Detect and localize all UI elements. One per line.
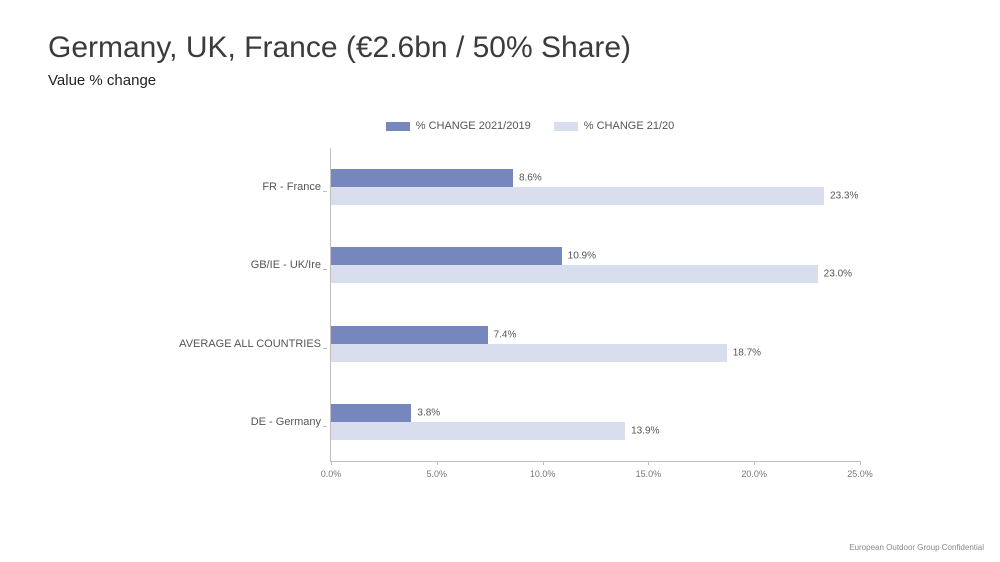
y-tick (323, 422, 327, 427)
x-tick (543, 461, 544, 465)
bar: 18.7% (331, 344, 727, 362)
legend-item: % CHANGE 21/20 (554, 120, 674, 132)
page-title: Germany, UK, France (€2.6bn / 50% Share) (48, 30, 952, 66)
legend-label: % CHANGE 2021/2019 (416, 120, 531, 132)
bar-value-label: 8.6% (519, 173, 542, 184)
legend-item: % CHANGE 2021/2019 (386, 120, 531, 132)
legend-label: % CHANGE 21/20 (584, 120, 674, 132)
y-tick (323, 265, 327, 270)
bar-value-label: 7.4% (494, 329, 517, 340)
bar: 10.9% (331, 247, 562, 265)
x-tick-label: 0.0% (321, 469, 342, 479)
x-tick (648, 461, 649, 465)
category-label: DE - Germany (141, 416, 321, 428)
y-tick (323, 187, 327, 192)
bar: 3.8% (331, 404, 411, 422)
page-subtitle: Value % change (48, 72, 952, 89)
y-tick (323, 344, 327, 349)
bar-value-label: 23.0% (824, 269, 852, 280)
x-tick (754, 461, 755, 465)
x-tick-label: 5.0% (427, 469, 448, 479)
bar: 13.9% (331, 422, 625, 440)
x-tick-label: 25.0% (847, 469, 873, 479)
bar-value-label: 23.3% (830, 191, 858, 202)
bar-value-label: 3.8% (417, 407, 440, 418)
bar-value-label: 10.9% (568, 251, 596, 262)
bar: 23.3% (331, 187, 824, 205)
x-tick (331, 461, 332, 465)
x-tick (437, 461, 438, 465)
chart: % CHANGE 2021/2019 % CHANGE 21/20 0.0%5.… (160, 120, 900, 490)
x-tick (860, 461, 861, 465)
bar: 23.0% (331, 265, 818, 283)
legend-swatch (554, 122, 578, 131)
x-tick-label: 15.0% (636, 469, 662, 479)
slide: Germany, UK, France (€2.6bn / 50% Share)… (0, 0, 1000, 562)
category-label: GB/IE - UK/Ire (141, 259, 321, 271)
legend: % CHANGE 2021/2019 % CHANGE 21/20 (160, 120, 900, 134)
bar-value-label: 18.7% (733, 347, 761, 358)
bar-value-label: 13.9% (631, 425, 659, 436)
footer-text: European Outdoor Group Confidential (849, 543, 984, 552)
category-label: FR - France (141, 181, 321, 193)
x-tick-label: 20.0% (741, 469, 767, 479)
category-label: AVERAGE ALL COUNTRIES (141, 338, 321, 350)
bar: 8.6% (331, 169, 513, 187)
bar: 7.4% (331, 326, 488, 344)
x-tick-label: 10.0% (530, 469, 556, 479)
legend-swatch (386, 122, 410, 131)
plot-area: 0.0%5.0%10.0%15.0%20.0%25.0%FR - France8… (330, 148, 860, 462)
